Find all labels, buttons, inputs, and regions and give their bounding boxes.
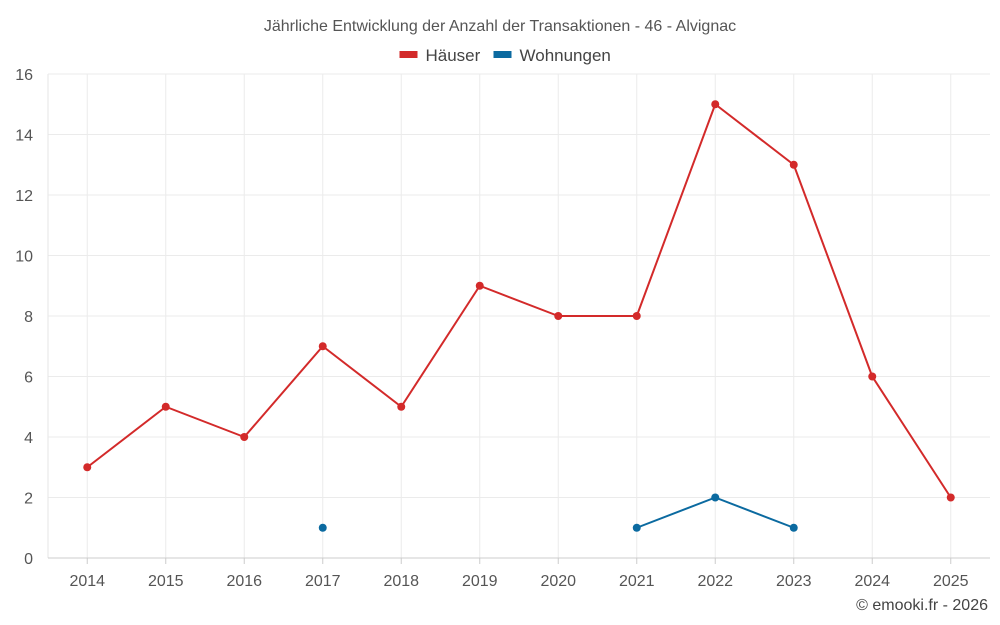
chart-title: Jährliche Entwicklung der Anzahl der Tra… (264, 18, 736, 35)
y-tick-label: 6 (24, 370, 33, 387)
x-tick-label: 2015 (148, 573, 184, 590)
y-tick-label: 14 (15, 128, 33, 145)
y-tick-label: 10 (15, 249, 33, 266)
legend-swatch (493, 51, 512, 58)
data-point[interactable] (711, 100, 720, 109)
y-tick-label: 8 (24, 309, 33, 326)
legend: Häuser Wohnungen (399, 46, 611, 65)
y-tick-label: 4 (24, 430, 33, 447)
data-point[interactable] (632, 523, 641, 532)
y-tick-label: 16 (15, 67, 33, 84)
axes: 0 2 4 6 8 10 12 14 16 2014 2015 2016 2017 2018 2019 202… (15, 67, 990, 590)
data-point[interactable] (789, 523, 798, 532)
x-tick-label: 2019 (462, 573, 498, 590)
data-point[interactable] (318, 342, 327, 351)
series-1 (318, 493, 798, 532)
legend-item[interactable]: Häuser (399, 46, 481, 65)
data-point[interactable] (554, 312, 563, 320)
data-point[interactable] (475, 281, 484, 290)
data-point[interactable] (397, 402, 406, 411)
x-tick-label: 2022 (697, 573, 733, 590)
credit-text: © emooki.fr - 2026 (856, 597, 988, 614)
series-line (86, 103, 952, 499)
x-tick-label: 2024 (854, 573, 890, 590)
y-tick-label: 0 (24, 551, 33, 568)
data-point[interactable] (240, 433, 249, 441)
data-point[interactable] (789, 160, 798, 169)
data-point[interactable] (946, 493, 955, 502)
grid (48, 73, 990, 559)
data-point[interactable] (632, 312, 641, 320)
x-tick-label: 2016 (226, 573, 262, 590)
data-point[interactable] (711, 493, 720, 502)
legend-label: Häuser (426, 46, 481, 65)
legend-label: Wohnungen (520, 46, 611, 65)
x-tick-label: 2023 (776, 573, 812, 590)
data-point[interactable] (318, 523, 327, 532)
series (83, 100, 955, 532)
data-point[interactable] (161, 402, 170, 411)
series-0 (83, 100, 955, 502)
x-tick-label: 2017 (305, 573, 341, 590)
data-point[interactable] (83, 463, 92, 472)
y-tick-label: 2 (24, 491, 33, 508)
data-point[interactable] (868, 372, 877, 381)
legend-item[interactable]: Wohnungen (493, 46, 611, 65)
x-tick-label: 2021 (619, 573, 655, 590)
x-tick-label: 2025 (933, 573, 969, 590)
x-tick-label: 2018 (383, 573, 419, 590)
x-tick-label: 2020 (540, 573, 576, 590)
legend-swatch (399, 51, 418, 58)
y-tick-label: 12 (15, 188, 33, 205)
x-tick-label: 2014 (69, 573, 105, 590)
